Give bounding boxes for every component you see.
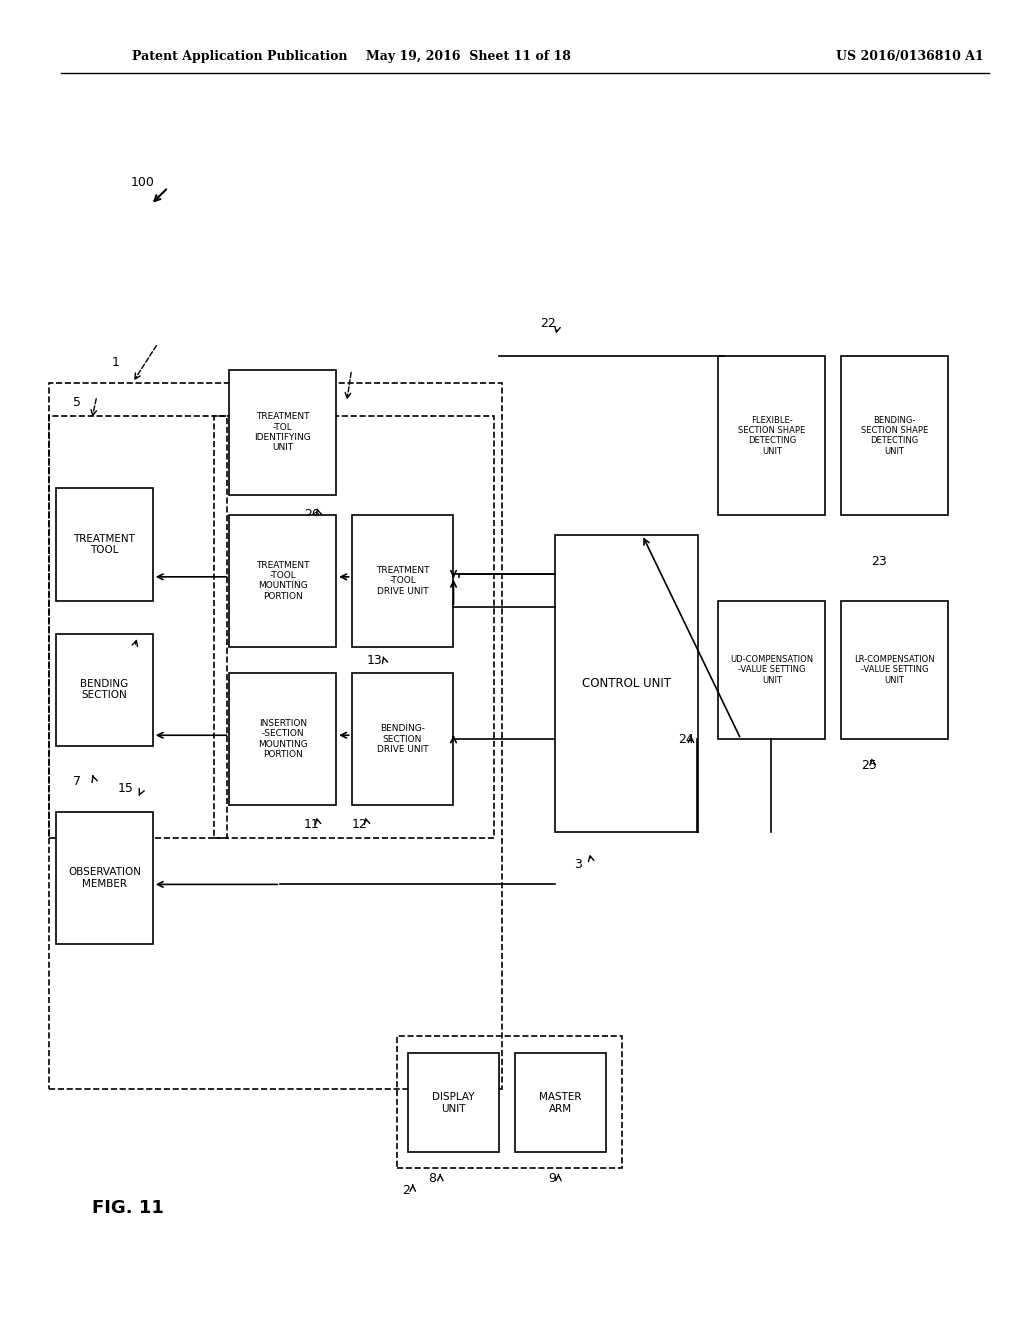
Text: LR-COMPENSATION
-VALUE SETTING
UNIT: LR-COMPENSATION -VALUE SETTING UNIT (854, 655, 935, 685)
Text: 13: 13 (367, 653, 383, 667)
FancyBboxPatch shape (351, 673, 454, 805)
Text: 1: 1 (112, 356, 120, 370)
Text: 2: 2 (402, 1184, 411, 1197)
FancyBboxPatch shape (841, 601, 948, 739)
Text: TREATMENT
-TOOL
DRIVE UNIT: TREATMENT -TOOL DRIVE UNIT (376, 566, 429, 595)
Text: May 19, 2016  Sheet 11 of 18: May 19, 2016 Sheet 11 of 18 (367, 50, 571, 63)
FancyBboxPatch shape (56, 812, 153, 944)
Text: 12: 12 (351, 818, 368, 832)
Text: 5: 5 (74, 396, 81, 409)
Text: MASTER
ARM: MASTER ARM (540, 1092, 582, 1114)
FancyBboxPatch shape (229, 370, 336, 495)
Text: UD-COMPENSATION
-VALUE SETTING
UNIT: UD-COMPENSATION -VALUE SETTING UNIT (730, 655, 813, 685)
Text: OBSERVATION
MEMBER: OBSERVATION MEMBER (68, 867, 141, 888)
Text: 9: 9 (548, 1172, 556, 1185)
FancyBboxPatch shape (229, 673, 336, 805)
Text: 100: 100 (130, 176, 155, 189)
Text: 23: 23 (871, 554, 887, 568)
FancyBboxPatch shape (56, 634, 153, 746)
Text: FIG. 11: FIG. 11 (92, 1199, 164, 1217)
FancyBboxPatch shape (229, 515, 336, 647)
Text: Patent Application Publication: Patent Application Publication (132, 50, 348, 63)
FancyBboxPatch shape (719, 356, 825, 515)
Text: 7: 7 (74, 775, 81, 788)
Text: TREATMENT
-TOOL
MOUNTING
PORTION: TREATMENT -TOOL MOUNTING PORTION (256, 561, 309, 601)
FancyBboxPatch shape (408, 1053, 500, 1152)
Text: BENDING
SECTION: BENDING SECTION (80, 678, 129, 701)
Text: FLEXIBLE-
SECTION SHAPE
DETECTING
UNIT: FLEXIBLE- SECTION SHAPE DETECTING UNIT (738, 416, 806, 455)
Text: 4: 4 (326, 383, 334, 396)
FancyBboxPatch shape (841, 356, 948, 515)
Text: DISPLAY
UNIT: DISPLAY UNIT (432, 1092, 475, 1114)
Text: CONTROL UNIT: CONTROL UNIT (583, 677, 672, 689)
Text: 26: 26 (304, 508, 319, 521)
FancyBboxPatch shape (515, 1053, 606, 1152)
Text: TREATMENT
-TOL
IDENTIFYING
UNIT: TREATMENT -TOL IDENTIFYING UNIT (254, 412, 311, 453)
Text: INSERTION
-SECTION
MOUNTING
PORTION: INSERTION -SECTION MOUNTING PORTION (258, 719, 307, 759)
FancyBboxPatch shape (719, 601, 825, 739)
Text: 15: 15 (117, 781, 133, 795)
Text: US 2016/0136810 A1: US 2016/0136810 A1 (836, 50, 983, 63)
Text: BENDING-
SECTION SHAPE
DETECTING
UNIT: BENDING- SECTION SHAPE DETECTING UNIT (860, 416, 928, 455)
Text: 8: 8 (428, 1172, 436, 1185)
Text: 24: 24 (678, 733, 693, 746)
FancyBboxPatch shape (56, 488, 153, 601)
Text: 11: 11 (304, 818, 319, 832)
Text: 6: 6 (120, 638, 128, 651)
Text: BENDING-
SECTION
DRIVE UNIT: BENDING- SECTION DRIVE UNIT (377, 725, 428, 754)
Text: 22: 22 (540, 317, 556, 330)
FancyBboxPatch shape (351, 515, 454, 647)
Text: 3: 3 (573, 858, 582, 871)
FancyBboxPatch shape (555, 535, 698, 832)
Text: TREATMENT
TOOL: TREATMENT TOOL (74, 533, 135, 556)
Text: 25: 25 (861, 759, 877, 772)
